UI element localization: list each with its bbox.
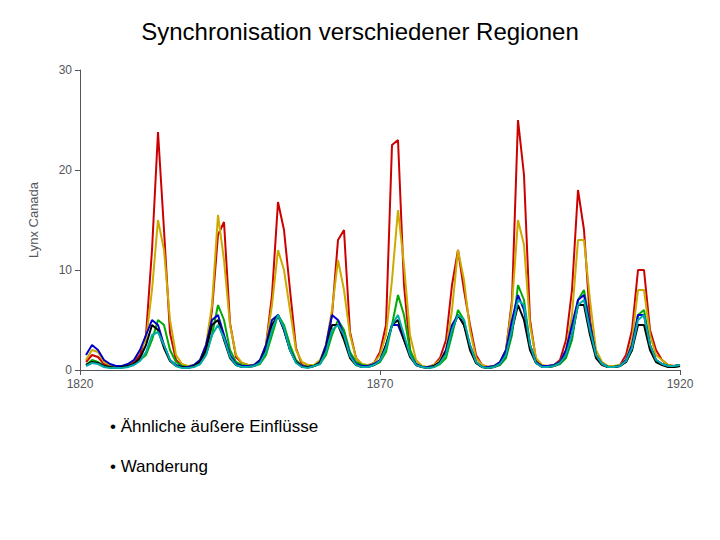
svg-text:1870: 1870 — [367, 377, 394, 391]
svg-text:30: 30 — [59, 63, 73, 77]
svg-text:20: 20 — [59, 163, 73, 177]
svg-text:• Wanderung: • Wanderung — [110, 457, 208, 476]
svg-text:Synchronisation verschiedener: Synchronisation verschiedener Regionen — [141, 18, 579, 45]
svg-text:1820: 1820 — [67, 377, 94, 391]
svg-text:0: 0 — [65, 363, 72, 377]
svg-text:• Ähnliche äußere Einflüsse: • Ähnliche äußere Einflüsse — [110, 417, 318, 436]
svg-text:Lynx Canada: Lynx Canada — [26, 181, 41, 258]
svg-text:10: 10 — [59, 263, 73, 277]
svg-text:1920: 1920 — [667, 377, 694, 391]
